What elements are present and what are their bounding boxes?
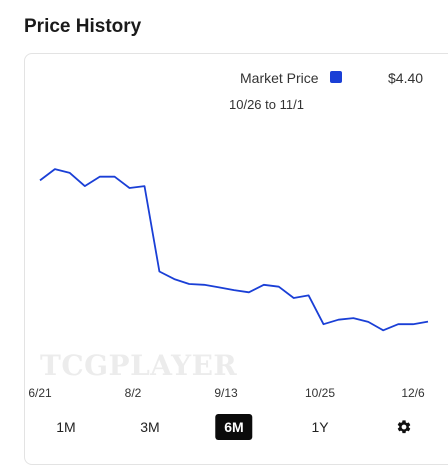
legend-value: $4.40: [388, 70, 424, 86]
legend-swatch: [330, 71, 342, 83]
price-line-chart[interactable]: [0, 0, 448, 453]
market-price-line: [39, 168, 429, 332]
x-tick-label: 12/6: [401, 386, 425, 400]
range-button-3m[interactable]: 3M: [140, 419, 160, 435]
x-tick-label: 10/25: [304, 386, 336, 400]
x-tick-label: 8/2: [124, 386, 142, 400]
gear-icon[interactable]: [396, 419, 412, 435]
x-tick-label: 6/21: [28, 386, 52, 400]
range-button-1m[interactable]: 1M: [56, 419, 76, 435]
range-button-6m[interactable]: 6M: [215, 414, 253, 440]
x-tick-label: 9/13: [214, 386, 238, 400]
page-title: Price History: [24, 16, 142, 37]
date-range-label: 10/26 to 11/1: [229, 97, 304, 112]
tcgplayer-watermark: TCGPLAYER: [40, 349, 238, 382]
range-button-1y[interactable]: 1Y: [311, 419, 329, 435]
legend-label: Market Price: [240, 70, 319, 86]
